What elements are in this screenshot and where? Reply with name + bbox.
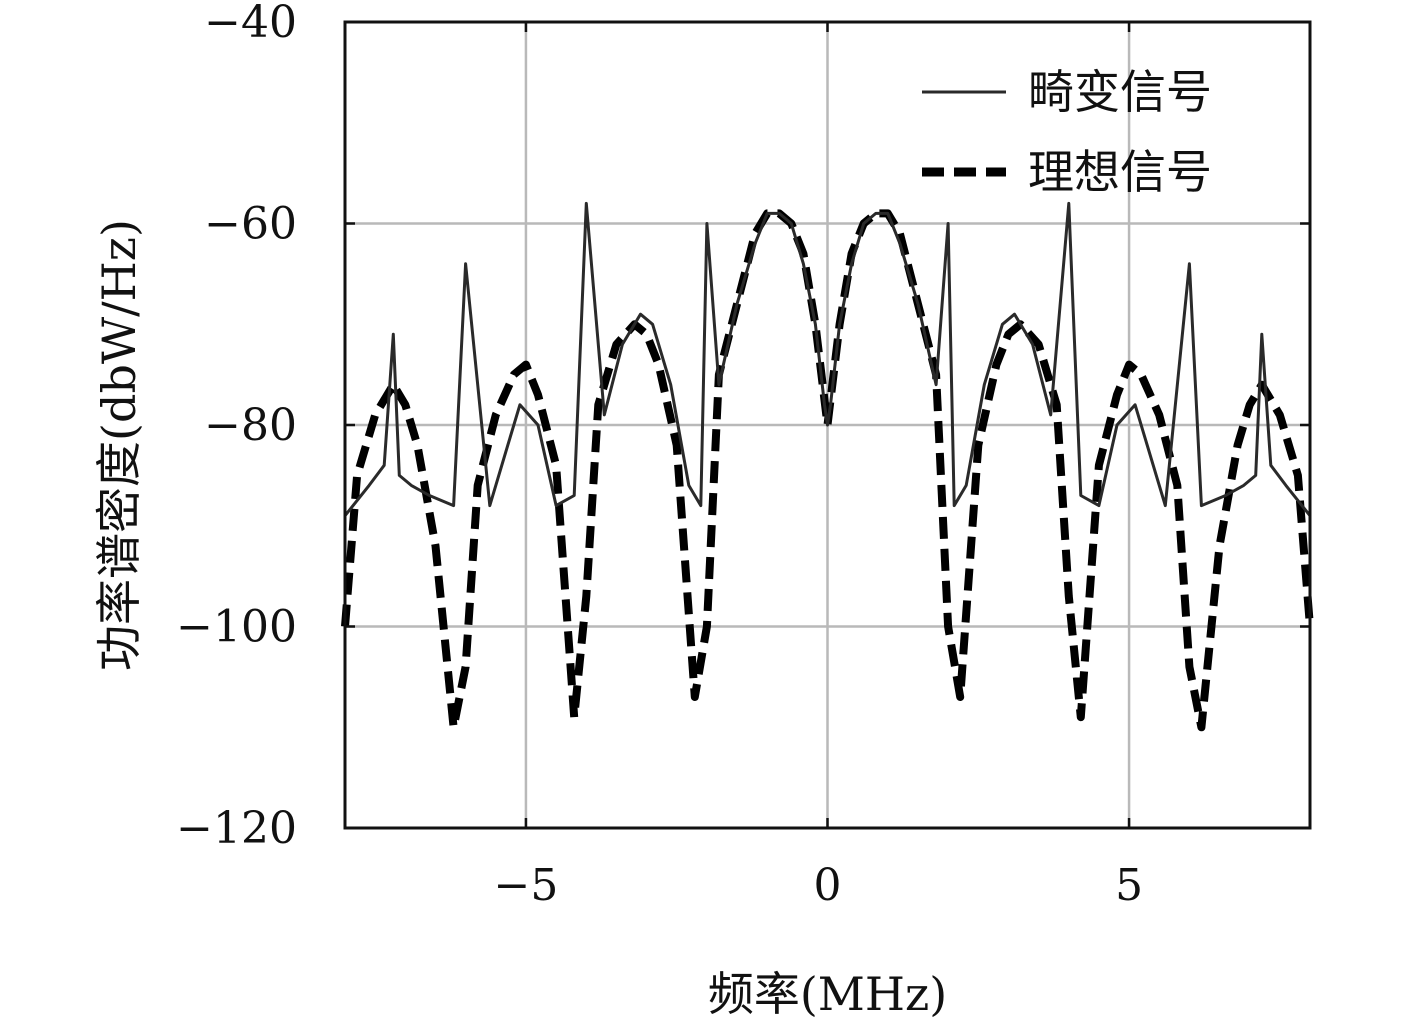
x-tick-label: 0: [814, 860, 842, 911]
y-tick-label: −80: [204, 400, 297, 451]
y-tick-label: −120: [176, 803, 297, 854]
y-tick-label: −100: [176, 602, 297, 653]
legend: 畸变信号 理想信号: [922, 65, 1212, 199]
x-tick-label: −5: [494, 860, 559, 911]
x-tick-label: 5: [1115, 860, 1143, 911]
series-line-ideal: [341, 209, 1314, 732]
legend-label-ideal: 理想信号: [1028, 145, 1212, 199]
y-tick-label: −40: [204, 0, 297, 48]
y-tick-label: −60: [204, 199, 297, 250]
series-layer: [341, 201, 1314, 732]
x-axis-title: 频率(MHz): [708, 967, 947, 1021]
series-line-distorted: [343, 201, 1312, 517]
axis-ticks: −5 0 5 −40 −60 −80 −100 −120: [176, 0, 1310, 911]
y-axis-title: 功率谱密度(dbW/Hz): [92, 219, 146, 671]
legend-label-distorted: 畸变信号: [1028, 65, 1212, 119]
